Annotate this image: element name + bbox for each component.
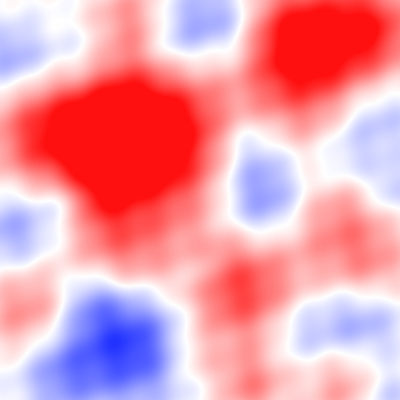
noise-field-image: [0, 0, 400, 400]
